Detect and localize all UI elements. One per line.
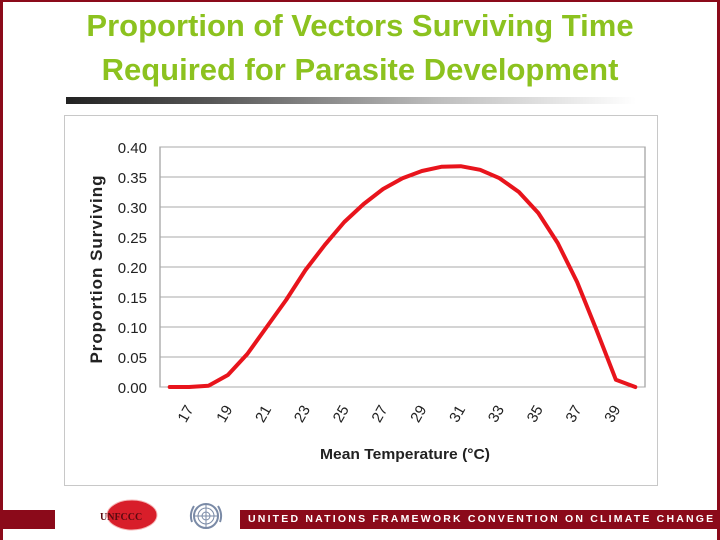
unfccc-logo-text: UNFCCC	[100, 512, 142, 523]
data-point	[420, 169, 424, 173]
data-point	[304, 268, 307, 272]
chart-svg: 0.00 0.05 0.10 0.15 0.20 0.25 0.30 0.35 0.40 17 19…	[87, 140, 646, 463]
data-point	[284, 298, 288, 302]
y-tick-label: 0.05	[118, 350, 147, 367]
x-tick-label: 31	[446, 403, 469, 426]
series-line-0	[167, 164, 638, 389]
data-point	[478, 168, 482, 172]
data-point	[323, 243, 327, 247]
footer-bottom	[3, 529, 717, 540]
data-point	[342, 220, 346, 224]
frame-left	[0, 0, 3, 540]
x-tick-label: 39	[601, 403, 624, 426]
data-point	[401, 176, 404, 180]
data-point	[381, 187, 385, 191]
data-point	[556, 241, 560, 245]
data-point	[187, 385, 191, 389]
data-point	[517, 190, 521, 194]
title-rule	[66, 97, 636, 104]
data-point	[575, 280, 579, 284]
x-tick-label: 33	[485, 403, 508, 426]
axis-layer: 0.00 0.05 0.10 0.15 0.20 0.25 0.30 0.35 0.40 17 19…	[118, 140, 625, 425]
y-tick-label: 0.10	[118, 320, 147, 337]
x-tick-label: 21	[252, 403, 275, 426]
x-tick-label: 23	[291, 403, 314, 426]
data-point	[439, 165, 443, 169]
data-point	[459, 164, 463, 168]
frame-top	[0, 0, 720, 2]
chart-panel: 0.00 0.05 0.10 0.15 0.20 0.25 0.30 0.35 0.40 17 19…	[64, 115, 658, 486]
x-tick-label: 35	[524, 403, 547, 426]
data-point	[265, 325, 269, 329]
data-point	[245, 352, 249, 356]
data-point	[614, 378, 618, 382]
x-tick-label: 17	[174, 403, 197, 426]
data-point	[226, 373, 230, 377]
y-tick-label: 0.15	[118, 290, 147, 307]
y-axis-title: Proportion Surviving	[87, 174, 106, 363]
y-tick-label: 0.00	[118, 380, 147, 397]
x-tick-label: 29	[407, 403, 430, 426]
data-point	[595, 328, 598, 332]
data-point	[633, 385, 637, 389]
x-tick-label: 27	[368, 403, 391, 426]
data-point	[362, 202, 366, 206]
data-point	[498, 176, 501, 180]
y-tick-label: 0.35	[118, 170, 147, 187]
x-tick-label: 37	[562, 403, 585, 426]
x-tick-label: 25	[330, 403, 353, 426]
title-line-2: Required for Parasite Development	[101, 52, 619, 87]
data-point	[207, 384, 210, 388]
frame-right	[717, 0, 720, 540]
grid-layer	[159, 146, 646, 388]
series-layer	[167, 164, 638, 389]
footer-text: UNITED NATIONS FRAMEWORK CONVENTION ON C…	[248, 513, 716, 525]
unfccc-logo-icon: UNFCCC	[100, 499, 158, 531]
y-tick-label: 0.40	[118, 140, 147, 157]
x-tick-label: 19	[213, 403, 236, 426]
y-tick-label: 0.20	[118, 260, 147, 277]
data-point	[536, 211, 540, 215]
slide-title: Proportion of Vectors Surviving Time Req…	[10, 4, 710, 92]
y-tick-label: 0.30	[118, 200, 147, 217]
title-line-1: Proportion of Vectors Surviving Time	[86, 8, 634, 43]
un-emblem-icon	[189, 503, 223, 529]
y-tick-label: 0.25	[118, 230, 147, 247]
x-axis-title: Mean Temperature (°C)	[320, 446, 490, 463]
data-point	[168, 385, 172, 389]
